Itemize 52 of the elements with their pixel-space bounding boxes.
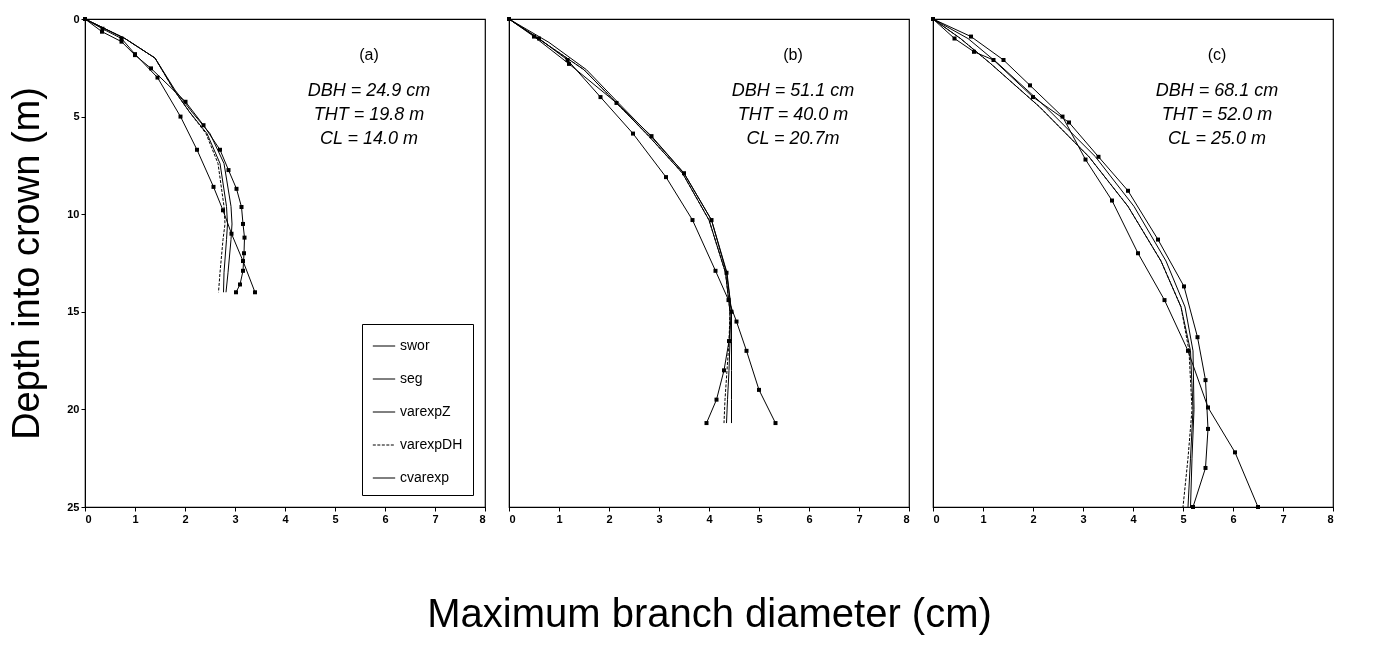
x-tick-label: 5 bbox=[756, 512, 763, 525]
annotation: THT = 52.0 m bbox=[1161, 104, 1273, 124]
x-tick-label: 6 bbox=[806, 512, 813, 525]
annotation: CL = 14.0 m bbox=[319, 128, 419, 148]
x-tick-label: 8 bbox=[479, 512, 486, 525]
x-tick-label: 0 bbox=[85, 512, 92, 525]
x-tick-label: 2 bbox=[606, 512, 613, 525]
x-tick-label: 8 bbox=[903, 512, 910, 525]
x-tick-label: 5 bbox=[1180, 512, 1187, 525]
y-axis-title: Depth into crown (m) bbox=[5, 87, 48, 440]
x-tick-label: 0 bbox=[509, 512, 516, 525]
y-tick-label: 25 bbox=[67, 500, 80, 513]
x-tick-label: 8 bbox=[1327, 512, 1334, 525]
y-tick-label: 5 bbox=[73, 110, 80, 123]
x-tick-label: 7 bbox=[432, 512, 439, 525]
legend-label: varexpZ bbox=[400, 403, 452, 419]
y-tick-label: 10 bbox=[67, 207, 80, 220]
x-tick-label: 1 bbox=[556, 512, 563, 525]
x-tick-label: 3 bbox=[656, 512, 663, 525]
x-tick-label: 5 bbox=[332, 512, 339, 525]
annotation: DBH = 24.9 cm bbox=[307, 80, 431, 100]
x-tick-label: 3 bbox=[1080, 512, 1087, 525]
x-tick-label: 6 bbox=[1230, 512, 1237, 525]
x-tick-label: 4 bbox=[282, 512, 290, 525]
y-tick-label: 0 bbox=[73, 12, 80, 25]
annotation: (c) bbox=[1207, 46, 1227, 63]
legend-label: swor bbox=[400, 337, 430, 353]
annotation: THT = 19.8 m bbox=[313, 104, 425, 124]
x-tick-label: 1 bbox=[132, 512, 139, 525]
legend-label: varexpDH bbox=[400, 436, 463, 452]
x-tick-label: 3 bbox=[232, 512, 239, 525]
x-tick-label: 4 bbox=[1130, 512, 1138, 525]
annotation: (a) bbox=[359, 46, 379, 63]
x-tick-label: 4 bbox=[706, 512, 714, 525]
x-tick-label: 2 bbox=[1030, 512, 1037, 525]
annotation: CL = 20.7m bbox=[746, 128, 840, 148]
legend-label: seg bbox=[400, 370, 423, 386]
y-tick-label: 20 bbox=[67, 402, 80, 415]
x-tick-label: 7 bbox=[856, 512, 863, 525]
annotation: CL = 25.0 m bbox=[1167, 128, 1267, 148]
x-tick-label: 6 bbox=[382, 512, 389, 525]
x-axis-title: Maximum branch diameter (cm) bbox=[427, 590, 992, 635]
annotation: DBH = 51.1 cm bbox=[731, 80, 855, 100]
x-tick-label: 0 bbox=[933, 512, 940, 525]
annotation: DBH = 68.1 cm bbox=[1155, 80, 1279, 100]
y-tick-label: 15 bbox=[67, 305, 80, 318]
x-tick-label: 7 bbox=[1280, 512, 1287, 525]
x-tick-label: 1 bbox=[980, 512, 987, 525]
annotation: (b) bbox=[783, 46, 803, 63]
legend-label: cvarexp bbox=[400, 469, 450, 485]
annotation: THT = 40.0 m bbox=[737, 104, 849, 124]
x-tick-label: 2 bbox=[182, 512, 189, 525]
